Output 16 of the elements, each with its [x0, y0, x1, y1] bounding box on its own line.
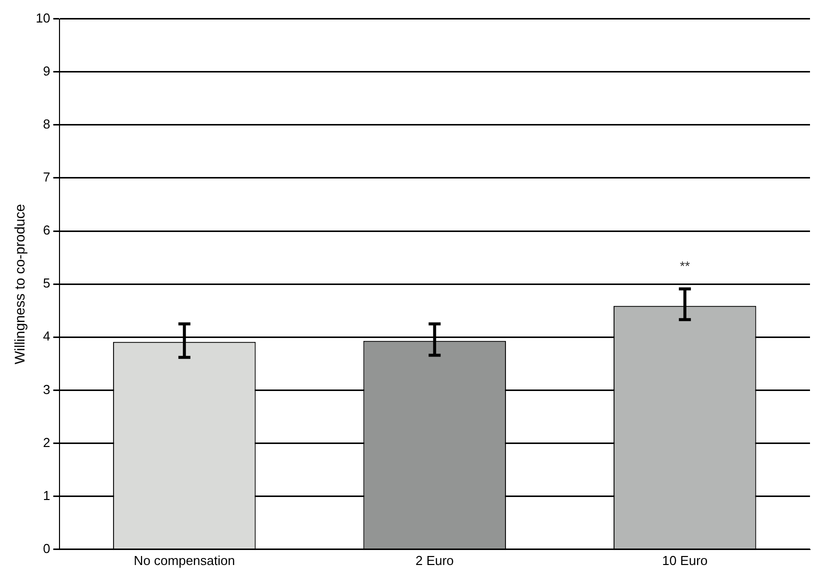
- y-tick-label: 4: [43, 328, 50, 344]
- y-tick-label: 0: [43, 540, 50, 556]
- y-tick-label: 10: [36, 10, 50, 26]
- y-tick-label: 6: [43, 222, 50, 238]
- y-tick-label: 9: [43, 63, 50, 78]
- y-axis-title: Willingness to co-produce: [11, 204, 28, 364]
- y-tick-label: 3: [43, 382, 50, 397]
- y-tick-label: 8: [43, 116, 50, 132]
- y-tick-label: 1: [43, 488, 50, 503]
- y-tick-label: 5: [43, 276, 50, 291]
- x-tick-label: 2 Euro: [415, 552, 454, 568]
- annotation: **: [680, 258, 690, 274]
- x-tick-label: 10 Euro: [662, 552, 708, 568]
- y-tick-label: 2: [43, 434, 50, 450]
- x-tick-label: No compensation: [134, 552, 235, 568]
- y-tick-label: 7: [43, 170, 50, 185]
